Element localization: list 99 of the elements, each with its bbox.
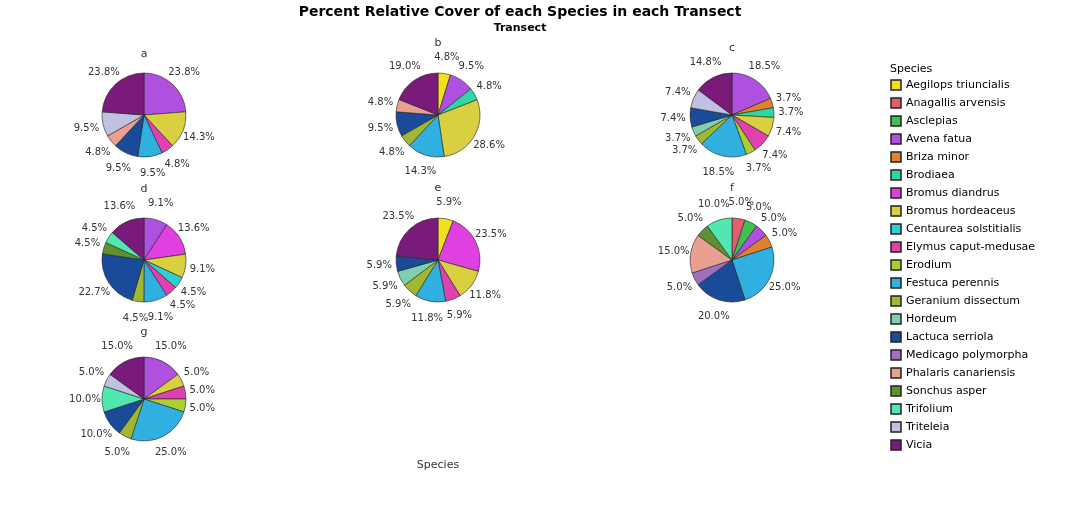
slice-label: b — [434, 35, 442, 49]
data-label: 5.9% — [372, 280, 398, 292]
data-label: 4.5% — [74, 237, 101, 249]
data-label: 4.8% — [367, 95, 394, 107]
data-label: 4.8% — [476, 79, 502, 91]
slice-label: e — [434, 181, 442, 195]
legend-title: Species — [890, 62, 933, 75]
data-label: 9.1% — [147, 197, 174, 209]
legend-label: Geranium dissectum — [906, 294, 1021, 307]
data-label: 4.8% — [379, 145, 405, 157]
data-label: 13.6% — [103, 200, 136, 212]
data-label: 7.4% — [775, 125, 802, 137]
data-label: 18.5% — [702, 166, 735, 178]
legend-label: Erodium — [906, 258, 952, 271]
data-label: 10.0% — [697, 197, 730, 209]
data-label: 3.7% — [775, 92, 802, 104]
data-label: 15.0% — [101, 340, 134, 352]
data-label: 7.4% — [665, 85, 691, 97]
text: Species — [416, 458, 460, 471]
data-label: 5.9% — [385, 297, 411, 309]
legend-label: Aegilops triuncialis — [906, 78, 1010, 91]
slice-label: f — [730, 180, 736, 194]
data-label: 5.0% — [761, 212, 787, 224]
legend-label: Bromus hordeaceus — [906, 204, 1016, 217]
data-label: 4.5% — [180, 286, 207, 298]
data-label: 5.9% — [446, 309, 473, 320]
data-label: 9.5% — [73, 122, 100, 134]
data-label: 4.8% — [434, 50, 460, 62]
data-label: 9.1% — [147, 310, 174, 322]
data-label: 9.5% — [105, 162, 132, 174]
data-label: 23.8% — [168, 65, 201, 77]
data-label: 23.8% — [87, 65, 120, 77]
data-label: 4.8% — [164, 157, 190, 169]
data-label: 7.4% — [762, 149, 788, 161]
data-label: 15.0% — [657, 244, 690, 256]
data-label: 11.8% — [411, 311, 444, 323]
legend-label: Briza minor — [906, 150, 970, 163]
legend-label: Vicia — [906, 438, 933, 451]
legend-label: Brodiaea — [906, 168, 955, 181]
data-label: 5.0% — [677, 212, 703, 224]
data-label: 5.0% — [104, 445, 130, 457]
legend-label: Anagallis arvensis — [906, 96, 1006, 109]
data-label: 5.0% — [189, 383, 215, 395]
data-label: 23.5% — [474, 227, 507, 239]
data-label: 14.8% — [689, 56, 722, 68]
data-label: 22.7% — [78, 285, 111, 297]
data-label: 10.0% — [80, 427, 113, 439]
data-label: 3.7% — [665, 132, 691, 144]
data-label: 9.1% — [189, 262, 216, 274]
data-label: 5.0% — [183, 366, 210, 378]
legend-label: Elymus caput-medusae — [906, 240, 1036, 253]
legend-label: Centaurea solstitialis — [906, 222, 1022, 235]
slice-label: g — [140, 325, 148, 339]
data-label: 4.5% — [81, 222, 108, 234]
chart-title: Percent Relative Cover of each Species in each Transect — [298, 2, 742, 19]
data-label: 3.7% — [778, 105, 804, 117]
data-label: 14.3% — [404, 165, 437, 177]
data-label: 20.0% — [697, 310, 730, 322]
data-label: 10.0% — [69, 393, 101, 404]
legend-label: Lactuca serriola — [906, 330, 994, 343]
data-label: 5.9% — [366, 259, 392, 271]
legend-label: Hordeum — [906, 312, 957, 325]
data-label: 7.4% — [660, 112, 686, 124]
legend-label: Medicago polymorpha — [906, 348, 1029, 361]
legend-label: Asclepias — [906, 114, 958, 127]
data-label: 11.8% — [469, 289, 502, 301]
data-label: 4.8% — [85, 145, 111, 157]
data-label: 19.0% — [388, 60, 421, 72]
legend-label: Avena fatua — [906, 132, 973, 145]
data-label: 23.5% — [382, 210, 415, 222]
slice-label: a — [140, 47, 148, 60]
data-label: 25.0% — [768, 280, 801, 292]
legend-label: Phalaris canariensis — [906, 366, 1016, 379]
data-label: 5.0% — [189, 402, 215, 414]
slice-label: c — [728, 41, 736, 55]
data-label: 14.3% — [183, 130, 215, 142]
data-label: 5.0% — [666, 280, 693, 292]
data-label: 4.5% — [122, 312, 149, 324]
data-label: 5.9% — [436, 196, 462, 208]
data-label: 5.0% — [771, 227, 798, 239]
chart-subtitle: Transect — [493, 20, 547, 34]
legend-label: Trifolium — [905, 402, 954, 415]
legend-label: Festuca perennis — [906, 276, 1000, 289]
legend-label: Triteleia — [905, 420, 950, 433]
data-label: 18.5% — [748, 59, 781, 71]
slice-label: d — [140, 182, 148, 196]
data-label: 15.0% — [154, 340, 187, 352]
data-label: 25.0% — [154, 445, 187, 457]
legend-label: Sonchus asper — [906, 384, 988, 397]
data-label: 9.5% — [367, 121, 394, 133]
legend-label: Bromus diandrus — [906, 186, 1000, 199]
data-label: 28.6% — [473, 138, 505, 150]
data-label: 9.5% — [139, 167, 166, 179]
data-label: 13.6% — [177, 222, 210, 234]
data-label: 3.7% — [671, 144, 698, 156]
data-label: 3.7% — [745, 161, 772, 173]
data-label: 4.5% — [169, 298, 196, 310]
data-label: 5.0% — [78, 366, 105, 378]
data-label: 9.5% — [458, 60, 484, 72]
